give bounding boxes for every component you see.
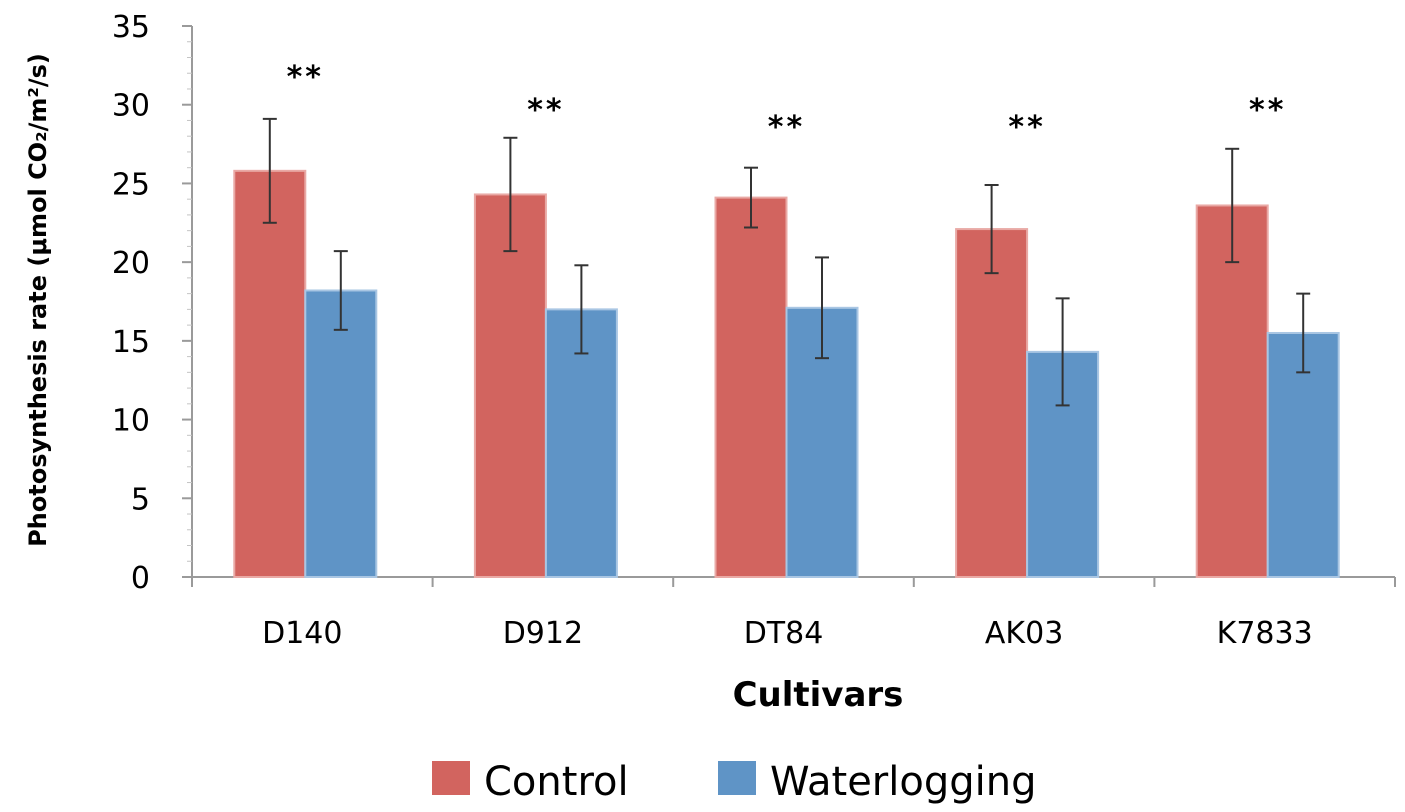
significance-marker-d140: ** [287,60,324,95]
bar-control-dt84 [714,196,788,578]
y-tick-label: 0 [131,561,150,596]
legend: Control Waterlogging [432,759,1036,805]
y-tick-label: 15 [112,325,150,360]
x-tick-label: AK03 [985,616,1063,651]
significance-marker-k7833: ** [1249,93,1286,128]
y-tick-label: 30 [112,89,150,124]
y-tick-label: 25 [112,167,150,202]
y-tick-label: 5 [131,482,150,517]
y-tick-label: 10 [112,404,150,439]
x-axis-title: Cultivars [733,675,904,715]
legend-label-control: Control [484,759,629,805]
legend-label-waterlogging: Waterlogging [770,759,1036,805]
x-tick-label: D912 [503,616,583,651]
bar-waterlogging-k7833 [1266,331,1340,578]
y-tick-label: 20 [112,246,150,281]
bars [233,169,1340,578]
x-tick-label: K7833 [1217,616,1313,651]
significance-marker-d912: ** [527,93,564,128]
axis-labels: Cultivars Photosynthesis rate (μmol CO₂/… [24,53,903,715]
y-tick-label: 35 [112,10,150,45]
significance-marker-dt84: ** [768,110,805,145]
bar-waterlogging-d140 [304,289,378,578]
bar-control-d140 [233,169,307,578]
error-bars [262,117,1311,407]
bar-control-k7833 [1195,204,1269,578]
y-axis-title: Photosynthesis rate (μmol CO₂/m²/s) [24,53,52,547]
significance-marker-ak03: ** [1008,110,1045,145]
axes: 0 5 10 15 20 25 30 35 D140 D912 DT84 AK03 K7833 [112,10,1396,651]
x-tick-label: DT84 [744,616,824,651]
x-tick-label: D140 [262,616,342,651]
bar-control-ak03 [955,228,1029,578]
legend-swatch-control [432,761,470,795]
legend-swatch-waterlogging [718,761,756,795]
significance-markers: ** ** ** ** ** [287,60,1286,145]
